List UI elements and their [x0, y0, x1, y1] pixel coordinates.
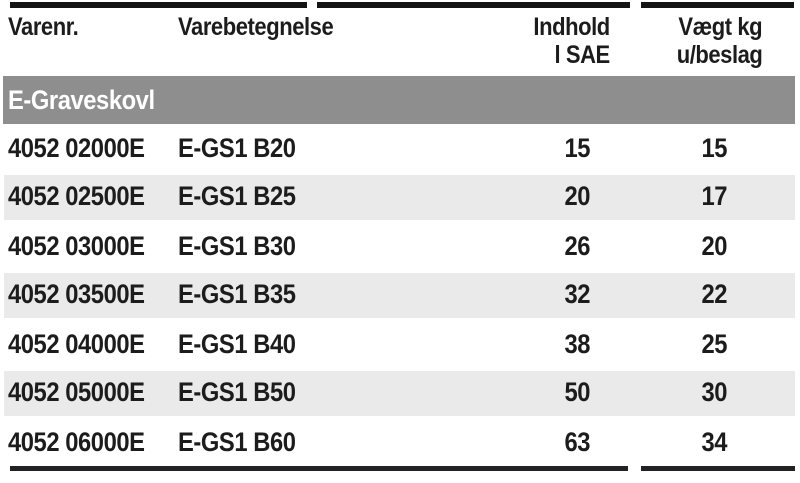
cell-vaegt: 15: [701, 133, 727, 163]
cell-varenr: 4052 06000E: [8, 427, 145, 457]
column-header-vaegt: Vægt kg u/beslag: [618, 8, 790, 76]
cell-varenr: 4052 05000E: [8, 377, 145, 407]
column-header-varebetegnelse: Varebetegnelse: [178, 8, 454, 76]
table-body: 4052 02000E E-GS1 B20 15 15 4052 02500E …: [4, 124, 795, 467]
bottom-border-segment-2: [641, 466, 795, 471]
table-row: 4052 06000E E-GS1 B60 63 34: [4, 418, 795, 467]
cell-vaegt: 30: [701, 377, 727, 407]
section-bar: E-Graveskovl: [3, 76, 795, 124]
column-header-label-line2: u/beslag: [676, 41, 762, 69]
cell-varenr: 4052 02500E: [8, 181, 145, 211]
cell-indhold: 32: [564, 279, 590, 309]
cell-vaegt: 34: [701, 427, 727, 457]
cell-varebetegnelse: E-GS1 B30: [178, 231, 296, 261]
column-header-varenr: Varenr.: [4, 8, 178, 76]
bottom-border-segment-1: [10, 466, 628, 471]
cell-vaegt: 22: [701, 279, 727, 309]
table-row: 4052 04000E E-GS1 B40 38 25: [4, 320, 795, 369]
cell-indhold: 15: [564, 133, 590, 163]
column-header-label: Varenr.: [8, 13, 79, 41]
column-header-indhold: Indhold l SAE: [454, 8, 618, 76]
cell-varebetegnelse: E-GS1 B20: [178, 133, 296, 163]
cell-indhold: 50: [564, 377, 590, 407]
cell-varebetegnelse: E-GS1 B50: [178, 377, 296, 407]
cell-varebetegnelse: E-GS1 B40: [178, 329, 296, 359]
table-row: 4052 03000E E-GS1 B30 26 20: [4, 222, 795, 271]
table-row: 4052 03500E E-GS1 B35 32 22: [4, 271, 795, 320]
cell-indhold: 26: [564, 231, 590, 261]
top-border-segment-1: [10, 2, 307, 8]
cell-varebetegnelse: E-GS1 B60: [178, 427, 296, 457]
column-header-label-line1: Indhold: [533, 13, 611, 41]
cell-vaegt: 25: [701, 329, 727, 359]
cell-varebetegnelse: E-GS1 B35: [178, 279, 296, 309]
cell-vaegt: 20: [701, 231, 727, 261]
column-header-label-line2: l SAE: [554, 41, 611, 69]
section-label: E-Graveskovl: [8, 85, 155, 115]
cell-varenr: 4052 03000E: [8, 231, 145, 261]
cell-indhold: 38: [564, 329, 590, 359]
table-row: 4052 05000E E-GS1 B50 50 30: [4, 369, 795, 418]
cell-varenr: 4052 04000E: [8, 329, 145, 359]
cell-varenr: 4052 03500E: [8, 279, 145, 309]
column-header-label-line1: Vægt kg: [678, 13, 762, 41]
table-row: 4052 02000E E-GS1 B20 15 15: [4, 124, 795, 173]
top-border-segment-2: [317, 2, 630, 8]
table-row: 4052 02500E E-GS1 B25 20 17: [4, 173, 795, 222]
table-header-row: Varenr. Varebetegnelse Indhold l SAE Væg…: [4, 8, 795, 76]
top-border-segment-3: [641, 2, 794, 8]
cell-vaegt: 17: [701, 181, 727, 211]
column-header-label: Varebetegnelse: [178, 13, 334, 41]
cell-indhold: 63: [564, 427, 590, 457]
cell-varenr: 4052 02000E: [8, 133, 145, 163]
cell-indhold: 20: [564, 181, 590, 211]
cell-varebetegnelse: E-GS1 B25: [178, 181, 296, 211]
